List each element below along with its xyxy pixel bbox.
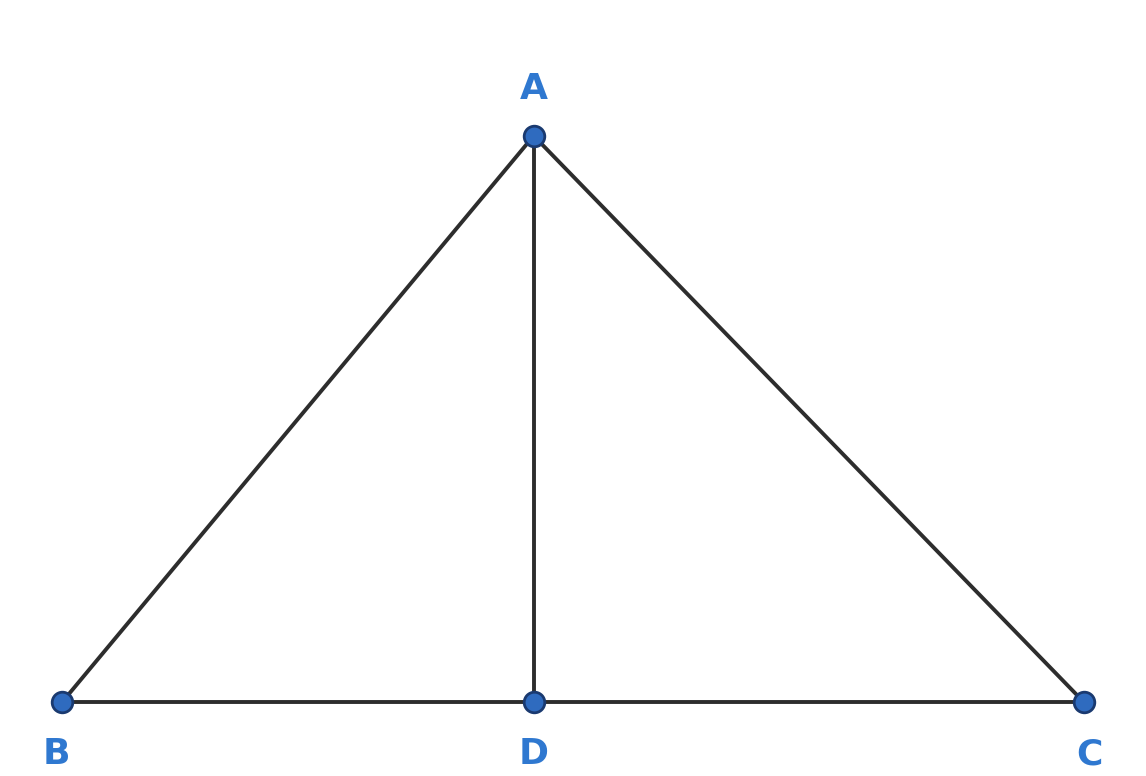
- Text: A: A: [519, 72, 548, 106]
- Point: [1075, 696, 1093, 708]
- Text: B: B: [42, 737, 70, 771]
- Text: C: C: [1076, 737, 1102, 771]
- Text: D: D: [519, 737, 549, 771]
- Point: [53, 696, 71, 708]
- Point: [525, 130, 543, 142]
- Point: [525, 696, 543, 708]
